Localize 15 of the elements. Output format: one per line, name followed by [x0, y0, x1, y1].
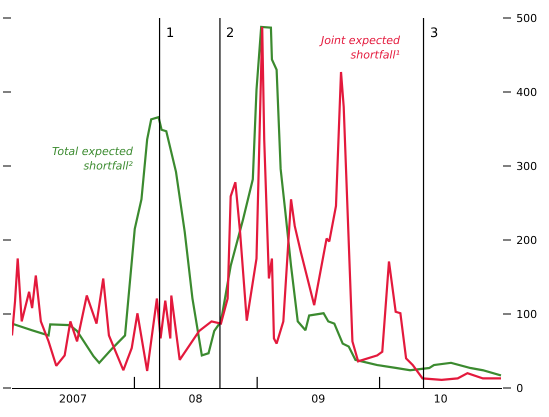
ref-line-label: 2: [226, 26, 234, 41]
text: Joint expected shortfall¹: [319, 34, 401, 62]
x-tick-label: 10: [434, 392, 448, 406]
y-tick-label: 400: [516, 86, 538, 99]
y-tick-label: 200: [516, 234, 538, 247]
y-tick-label: 300: [516, 160, 538, 173]
ref-line-label: 1: [166, 26, 174, 41]
ref-line-label: 3: [430, 26, 438, 41]
y-tick-label: 100: [516, 308, 538, 321]
x-tick-label: 2007: [59, 392, 88, 406]
x-tick-label: 09: [311, 392, 326, 406]
x-tick-label: 08: [188, 392, 202, 406]
y-tick-label: 0: [516, 382, 524, 395]
y-tick-label: 500: [516, 12, 538, 25]
series-label: Total expected shortfall²: [52, 145, 134, 172]
